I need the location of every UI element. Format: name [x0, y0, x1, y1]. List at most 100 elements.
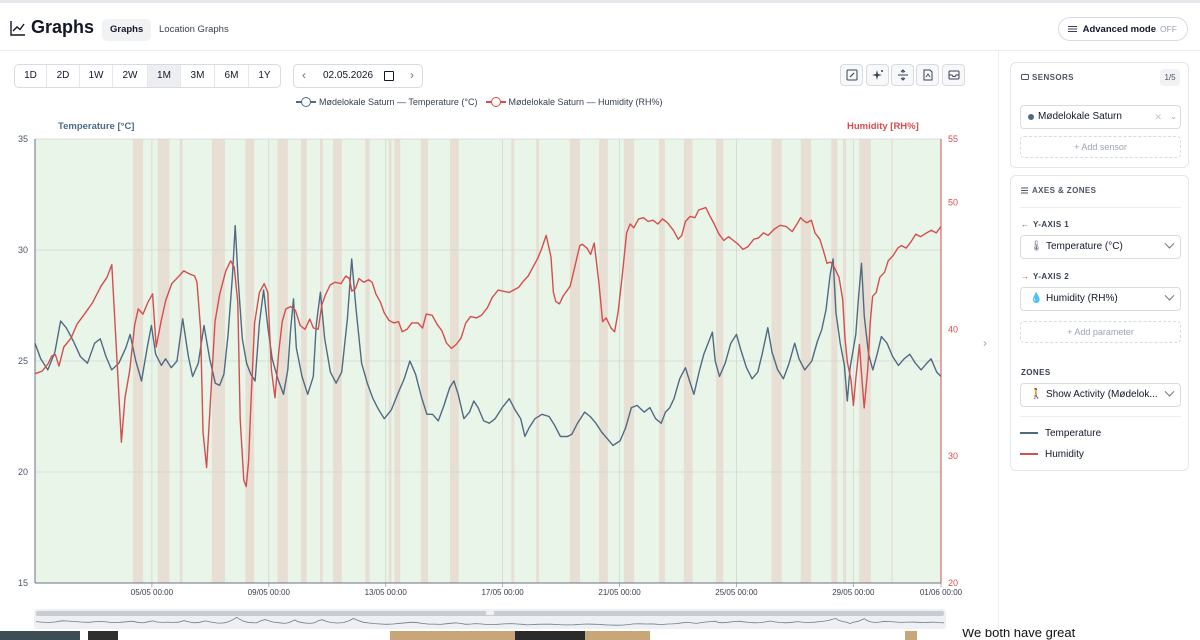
y-axis-2-select[interactable]: 💧 Humidity (RH%)	[1020, 287, 1181, 311]
x-tick-label: 09/05 00:00	[248, 588, 291, 597]
divider	[1020, 416, 1181, 417]
background-image	[0, 631, 80, 640]
background-page-text: We both have great	[962, 629, 1076, 640]
split-icon	[898, 69, 908, 81]
chevron-down-icon	[1164, 290, 1175, 301]
prev-date-button[interactable]: ‹	[302, 68, 306, 82]
split-button[interactable]	[891, 64, 914, 86]
list-icon	[1021, 187, 1028, 194]
right-tick-label: 20	[948, 578, 958, 588]
scrubber-grip-icon	[486, 611, 494, 615]
walking-person-icon: 🚶	[1030, 389, 1043, 400]
zones-select[interactable]: 🚶 Show Activity (Mødelok...	[1020, 383, 1181, 407]
advanced-mode-state: OFF	[1160, 24, 1177, 34]
chevron-down-icon	[1164, 386, 1175, 397]
add-parameter-button[interactable]: + Add parameter	[1020, 321, 1181, 343]
zones-value: Show Activity (Mødelok...	[1046, 389, 1158, 400]
y-axis-1-select[interactable]: 🌡 Temperature (°C)	[1020, 235, 1181, 259]
sparkle-icon	[872, 70, 883, 80]
humidity-swatch	[485, 97, 506, 107]
legend-temperature-text: Temperature	[1045, 428, 1102, 439]
temperature-swatch	[296, 97, 316, 107]
sensor-color-dot	[1028, 114, 1034, 120]
next-date-button[interactable]: ›	[410, 68, 414, 82]
zones-label: ZONES	[1021, 368, 1051, 377]
axes-zones-panel: AXES & ZONES ← Y-AXIS 1 🌡 Temperature (°…	[1010, 175, 1189, 471]
range-1d-button[interactable]: 1D	[15, 65, 47, 87]
left-tick-label: 15	[18, 578, 28, 588]
range-selector: 1D 2D 1W 2W 1M 3M 6M 1Y	[14, 64, 281, 88]
sensor-dropdown-icon[interactable]: ⌄	[1170, 112, 1177, 121]
x-tick-label: 13/05 00:00	[365, 588, 408, 597]
range-1m-button[interactable]: 1M	[148, 65, 181, 87]
panel-divider	[998, 51, 999, 637]
advanced-mode-toggle[interactable]: Advanced mode OFF	[1057, 17, 1188, 41]
sensors-panel: SENSORS 1/5 Mødelokale Saturn ✕ ⌄ + Add …	[1010, 62, 1189, 168]
arrow-right-icon: →	[1021, 272, 1030, 281]
right-tick-label: 55	[948, 134, 958, 144]
y-axis-1-label: Y-AXIS 1	[1033, 220, 1070, 229]
range-1w-button[interactable]: 1W	[80, 65, 113, 87]
magic-button[interactable]	[866, 64, 889, 86]
scrubber-mini-line	[35, 616, 945, 626]
legend-temperature-label: Mødelokale Saturn — Temperature (°C)	[319, 97, 478, 107]
temperature-series-line	[34, 224, 942, 447]
pdf-export-button[interactable]	[916, 64, 939, 86]
legend-humidity[interactable]: Mødelokale Saturn — Humidity (RH%)	[485, 97, 663, 107]
humidity-series-line	[34, 206, 942, 488]
date-input[interactable]: 02.05.2026	[323, 70, 374, 81]
axes-zones-title: AXES & ZONES	[1032, 186, 1097, 195]
sensors-title: SENSORS	[1032, 73, 1074, 82]
right-tick-label: 30	[948, 451, 958, 461]
y-axis-1-value: Temperature (°C)	[1046, 241, 1123, 252]
sensor-select[interactable]: Mødelokale Saturn ✕ ⌄	[1020, 105, 1181, 129]
temperature-line-swatch	[1020, 432, 1038, 435]
legend-temperature[interactable]: Mødelokale Saturn — Temperature (°C)	[296, 97, 478, 107]
range-3m-button[interactable]: 3M	[181, 65, 215, 87]
line-chart-icon	[10, 21, 25, 36]
x-tick-label: 25/05 00:00	[715, 588, 758, 597]
collapse-panel-icon[interactable]: ›	[983, 336, 987, 350]
sliders-icon	[1067, 26, 1077, 32]
tab-graphs[interactable]: Graphs	[102, 19, 152, 41]
calendar-icon[interactable]	[384, 71, 394, 81]
left-axis-title: Temperature [°C]	[58, 121, 135, 132]
droplet-icon: 💧	[1030, 293, 1043, 304]
x-tick-label: 29/05 00:00	[832, 588, 875, 597]
arrow-left-icon: ←	[1021, 220, 1030, 229]
pdf-icon	[923, 69, 933, 81]
edit-button[interactable]	[840, 64, 863, 86]
left-tick-label: 25	[18, 356, 28, 366]
tab-location-graphs[interactable]: Location Graphs	[159, 24, 229, 35]
range-2w-button[interactable]: 2W	[113, 65, 148, 87]
x-tick-label: 01/06 00:00	[920, 588, 963, 597]
edit-icon	[846, 69, 858, 81]
page-title: Graphs	[31, 17, 95, 37]
y-axis-2-label: Y-AXIS 2	[1033, 272, 1070, 281]
time-scrubber[interactable]	[34, 609, 946, 629]
legend-humidity-label: Mødelokale Saturn — Humidity (RH%)	[508, 97, 663, 107]
divider	[1020, 207, 1181, 208]
line-chart[interactable]: 15 20 25 30 35 20 30 40 50 55 05/05 00:00 09/05 00:…	[0, 128, 975, 603]
range-6m-button[interactable]: 6M	[215, 65, 249, 87]
range-1y-button[interactable]: 1Y	[258, 70, 271, 81]
left-tick-label: 20	[18, 467, 28, 477]
chart-legend: Mødelokale Saturn — Temperature (°C) Møde…	[296, 97, 671, 109]
x-tick-label: 17/05 00:00	[481, 588, 524, 597]
remove-sensor-icon[interactable]: ✕	[1154, 112, 1162, 122]
left-tick-label: 30	[18, 245, 28, 255]
right-tick-label: 50	[948, 197, 958, 207]
background-image	[905, 631, 917, 640]
range-2d-button[interactable]: 2D	[47, 65, 80, 87]
y-axis-2-value: Humidity (RH%)	[1046, 293, 1118, 304]
sensor-name: Mødelokale Saturn	[1038, 111, 1122, 122]
humidity-line-swatch	[1020, 453, 1038, 456]
inbox-icon	[948, 70, 960, 80]
left-tick-label: 35	[18, 134, 28, 144]
sensor-icon	[1021, 74, 1029, 80]
thermometer-icon: 🌡	[1030, 241, 1043, 252]
x-tick-label: 21/05 00:00	[598, 588, 641, 597]
inbox-button[interactable]	[942, 64, 965, 86]
background-image	[515, 631, 585, 640]
add-sensor-button[interactable]: + Add sensor	[1020, 136, 1181, 158]
